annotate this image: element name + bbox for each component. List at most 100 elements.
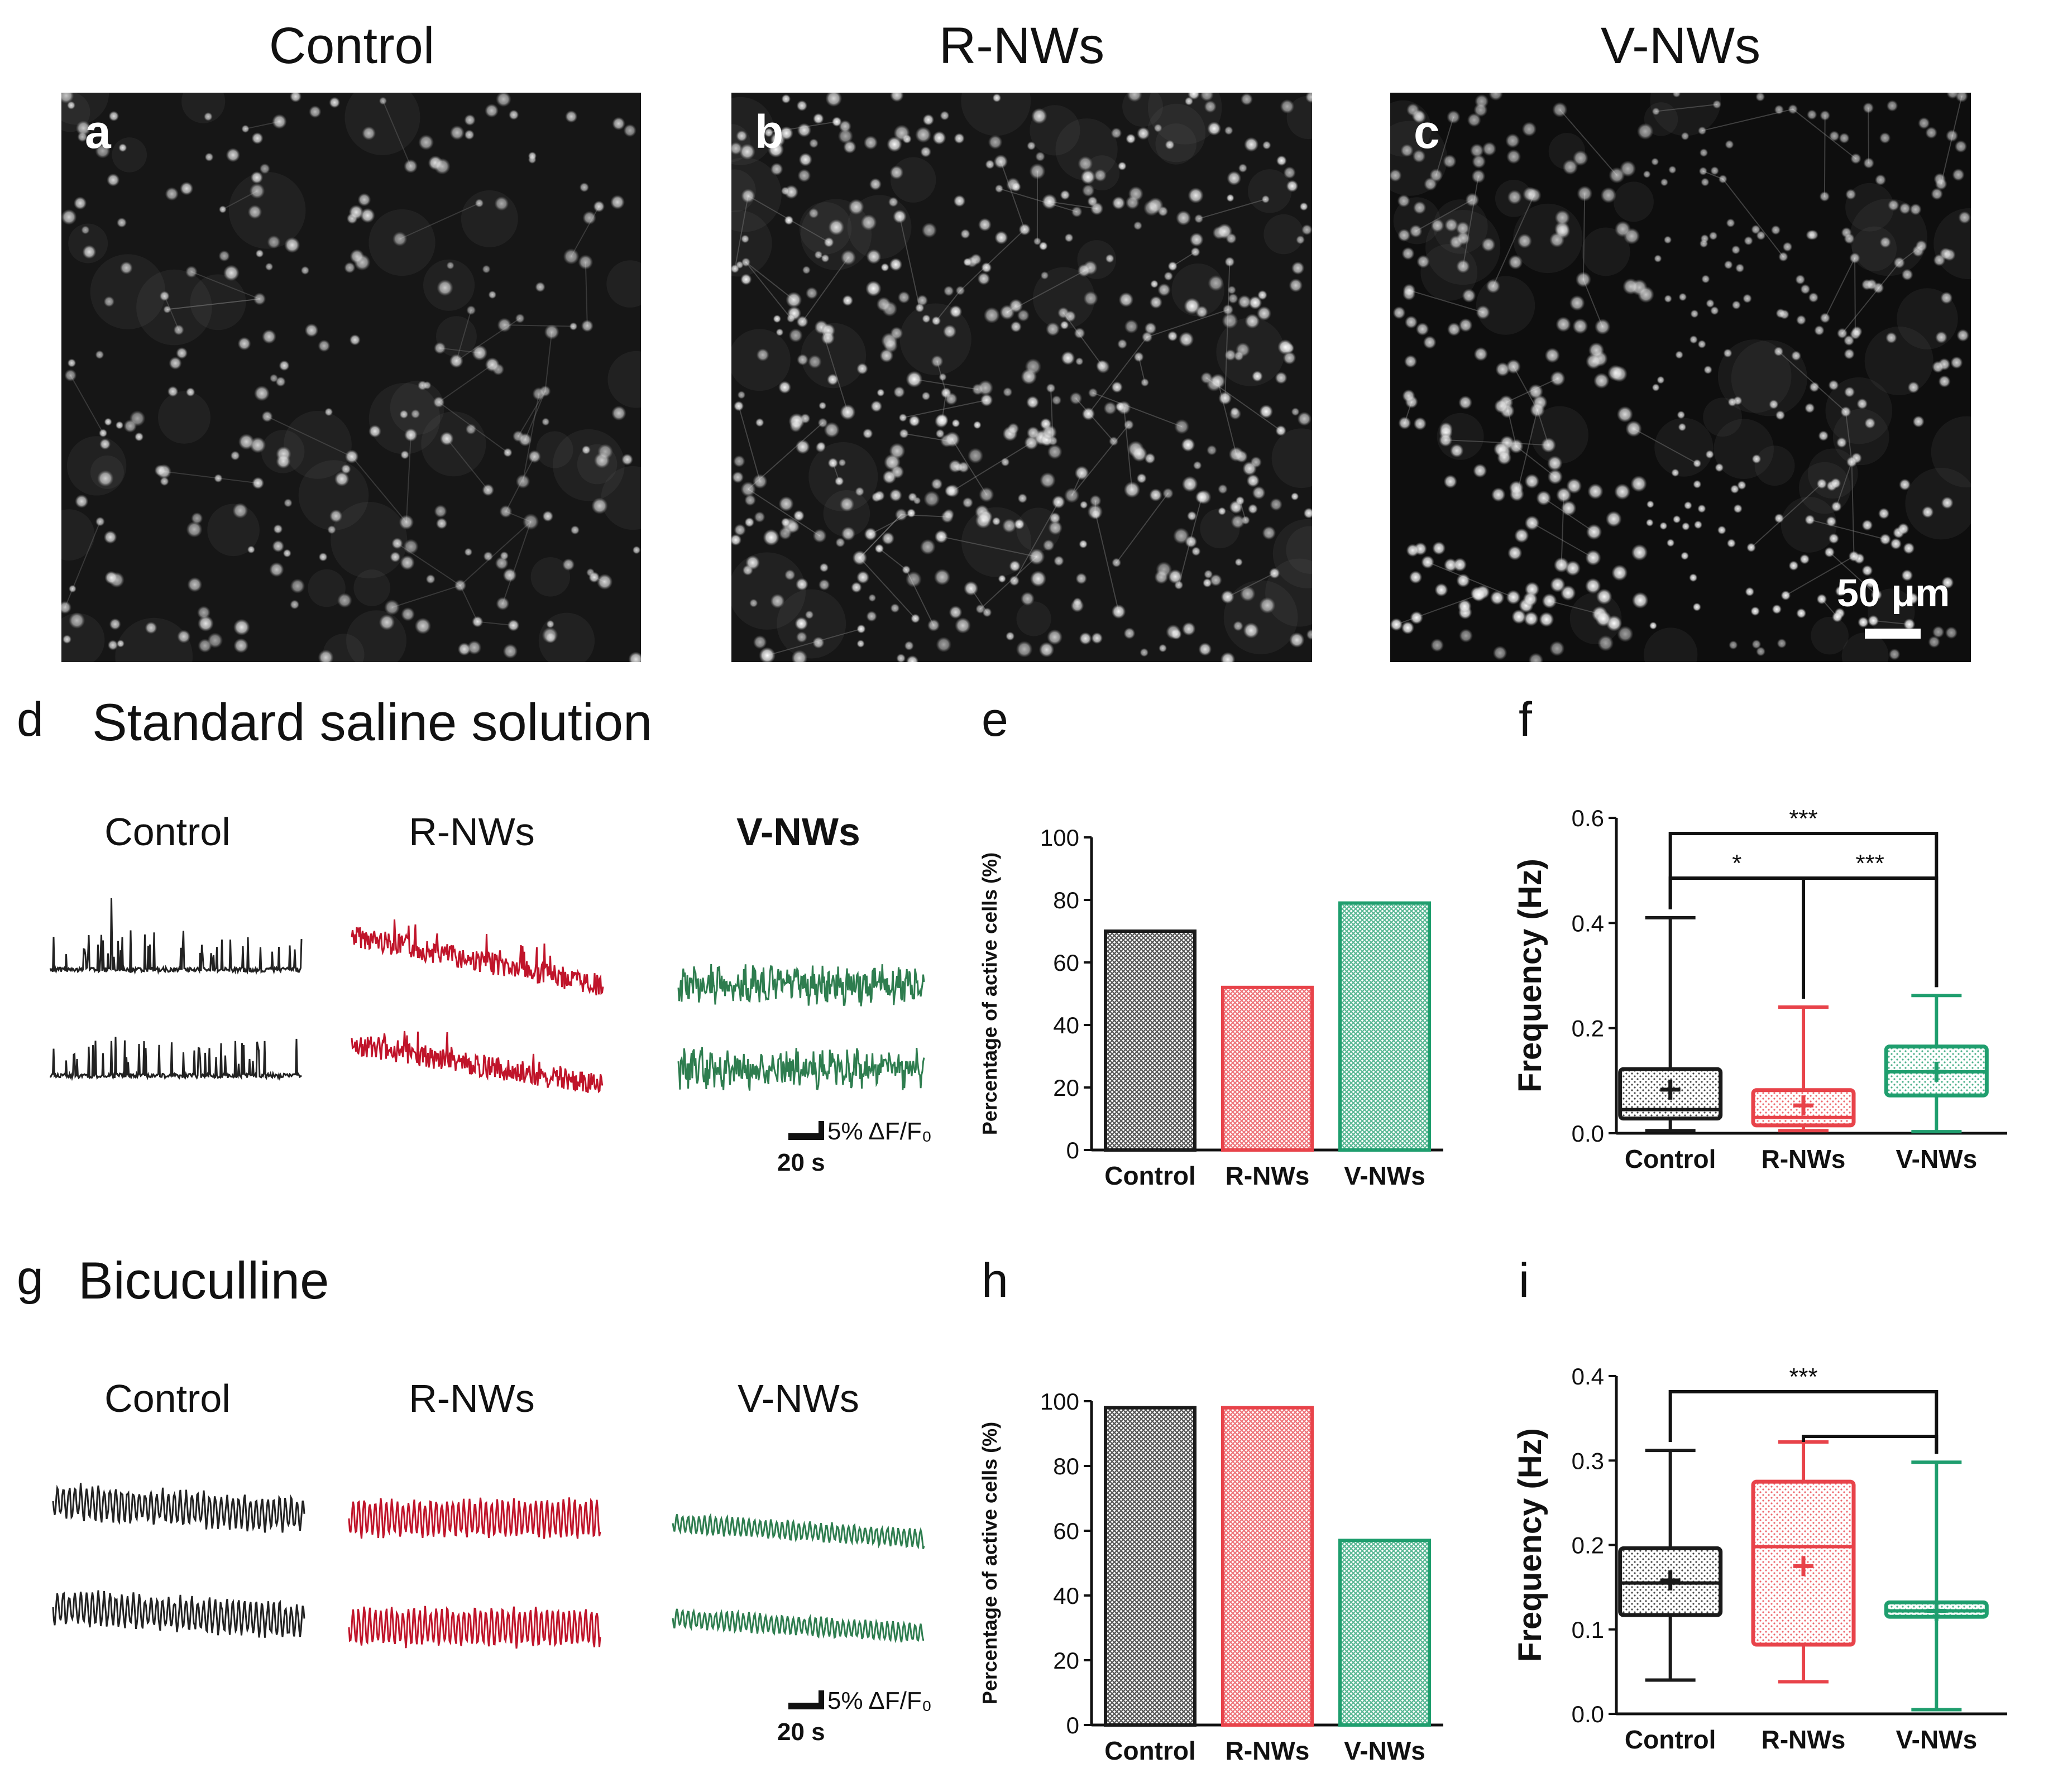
x-tick-label: R-NWs	[1762, 1725, 1846, 1754]
bar-v-nws	[1340, 1540, 1429, 1725]
y-tick-label: 40	[1053, 1012, 1079, 1038]
panel-letter-a: a	[85, 105, 111, 159]
significance-bracket	[1803, 878, 1936, 999]
significance-label: *	[1732, 850, 1741, 877]
scale-label-dff-d: 5% ΔF/F₀	[827, 1118, 932, 1146]
trace-label-rnws-g: R-NWs	[315, 1376, 628, 1421]
trace-control-d-2	[50, 1010, 301, 1094]
y-tick-label: 0	[1066, 1137, 1079, 1163]
y-tick-label: 0.6	[1572, 805, 1604, 831]
micrograph-vnws: c 50 μm	[1390, 93, 1971, 662]
bar-chart-e: 0 20 40 60 80 100 Percentage of active cells (…	[971, 793, 1474, 1217]
box-chart-f: 0.0 0.2 0.4 0.6 Frequency (Hz) Control R-NWs V-…	[1507, 782, 2043, 1206]
x-tick-label: V-NWs	[1896, 1725, 1977, 1754]
x-tick-label: R-NWs	[1226, 1736, 1310, 1765]
y-tick-label: 100	[1040, 825, 1079, 851]
y-tick-label: 0.2	[1572, 1532, 1604, 1559]
y-tick-label: 80	[1053, 887, 1079, 913]
scale-label-time-g: 20 s	[777, 1718, 825, 1746]
scale-label-dff-g: 5% ΔF/F₀	[827, 1687, 932, 1715]
scale-bar-dff-d	[788, 1133, 823, 1140]
y-tick-label: 0.2	[1572, 1015, 1604, 1042]
significance-bracket	[1671, 878, 1803, 999]
trace-vnws-g-2	[673, 1597, 924, 1658]
box-chart-i: 0.0 0.1 0.2 0.3 0.4 Frequency (Hz) Control R-NW…	[1507, 1340, 2043, 1786]
panel-title-d: Standard saline solution	[92, 692, 652, 753]
trace-label-control-g: Control	[11, 1376, 324, 1421]
scale-bar-dff-g-vertical	[819, 1690, 824, 1709]
x-tick-label: Control	[1104, 1736, 1196, 1765]
y-tick-label: 0.0	[1572, 1701, 1604, 1727]
y-tick-label: 80	[1053, 1453, 1079, 1479]
y-axis-label: Percentage of active cells (%)	[978, 1422, 1001, 1704]
trace-rnws-d-1	[352, 916, 603, 1016]
y-axis-label: Frequency (Hz)	[1512, 859, 1548, 1093]
panel-letter-g: g	[17, 1250, 44, 1306]
bar-v-nws	[1340, 903, 1429, 1150]
panel-letter-h: h	[982, 1253, 1008, 1309]
trace-rnws-d-2	[352, 1027, 603, 1111]
y-axis-label: Frequency (Hz)	[1512, 1428, 1548, 1662]
panel-letter-c: c	[1414, 105, 1440, 159]
x-tick-label: Control	[1625, 1725, 1716, 1754]
significance-label: ***	[1789, 1363, 1817, 1391]
y-tick-label: 0.4	[1572, 1363, 1604, 1389]
bar-control	[1105, 931, 1195, 1150]
x-tick-label: R-NWs	[1226, 1161, 1310, 1190]
panel-title-g: Bicuculline	[78, 1250, 329, 1311]
y-tick-label: 20	[1053, 1075, 1079, 1101]
trace-label-vnws-d: V-NWs	[642, 809, 955, 854]
scale-label-time-d: 20 s	[777, 1149, 825, 1177]
y-tick-label: 20	[1053, 1647, 1079, 1674]
trace-vnws-g-1	[673, 1502, 924, 1563]
significance-label: ***	[1855, 850, 1884, 877]
trace-vnws-d-2	[678, 1033, 924, 1105]
bar-chart-h: 0 20 40 60 80 100 Percentage of active cells (…	[971, 1357, 1474, 1792]
column-title-control: Control	[61, 17, 642, 75]
panel-letter-f: f	[1519, 692, 1532, 748]
scale-bar-dff-d-vertical	[819, 1121, 824, 1140]
trace-vnws-d-1	[678, 949, 924, 1022]
y-axis-label: Percentage of active cells (%)	[978, 852, 1001, 1135]
y-tick-label: 0	[1066, 1712, 1079, 1738]
trace-control-g-2	[53, 1585, 304, 1658]
trace-label-rnws-d: R-NWs	[315, 809, 628, 854]
neuron-image-control	[61, 93, 641, 662]
scale-bar-dff-g	[788, 1703, 823, 1709]
x-tick-label: R-NWs	[1762, 1144, 1846, 1173]
scale-bar	[1865, 629, 1921, 639]
trace-rnws-g-1	[349, 1488, 600, 1549]
column-title-rnws: R-NWs	[731, 17, 1312, 75]
trace-rnws-g-2	[349, 1597, 600, 1658]
trace-control-d-1	[50, 904, 301, 988]
y-tick-label: 60	[1053, 1518, 1079, 1544]
neuron-image-rnws	[731, 93, 1312, 662]
column-title-vnws: V-NWs	[1390, 17, 1971, 75]
significance-bracket	[1803, 1436, 1936, 1454]
scale-bar-label: 50 μm	[1837, 571, 1950, 615]
x-tick-label: V-NWs	[1896, 1144, 1977, 1173]
x-tick-label: V-NWs	[1344, 1161, 1425, 1190]
x-tick-label: V-NWs	[1344, 1736, 1425, 1765]
micrograph-control: a	[61, 93, 641, 662]
panel-letter-i: i	[1519, 1253, 1529, 1309]
y-tick-label: 0.1	[1572, 1617, 1604, 1643]
panel-letter-e: e	[982, 692, 1008, 748]
panel-letter-d: d	[17, 692, 44, 748]
y-tick-label: 0.3	[1572, 1448, 1604, 1474]
x-tick-label: Control	[1104, 1161, 1196, 1190]
y-tick-label: 0.0	[1572, 1120, 1604, 1147]
y-tick-label: 40	[1053, 1583, 1079, 1609]
significance-label: ***	[1789, 805, 1817, 832]
y-tick-label: 100	[1040, 1388, 1079, 1415]
trace-control-g-1	[53, 1479, 304, 1552]
micrograph-rnws: b	[731, 93, 1312, 662]
trace-label-control-d: Control	[11, 809, 324, 854]
y-tick-label: 60	[1053, 950, 1079, 976]
x-tick-label: Control	[1625, 1144, 1716, 1173]
y-tick-label: 0.4	[1572, 910, 1604, 936]
bar-r-nws	[1223, 988, 1312, 1150]
bar-r-nws	[1223, 1408, 1312, 1725]
panel-letter-b: b	[755, 105, 783, 159]
trace-label-vnws-g: V-NWs	[642, 1376, 955, 1421]
